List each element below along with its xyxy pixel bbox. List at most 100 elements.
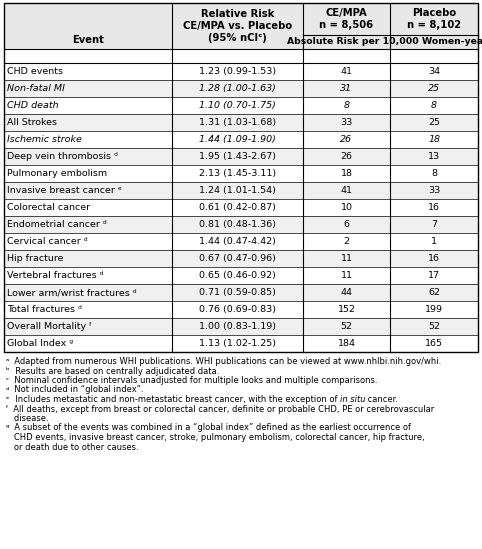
Text: CHD death: CHD death — [7, 101, 59, 110]
Text: Endometrial cancer ᵈ: Endometrial cancer ᵈ — [7, 220, 107, 229]
Text: 16: 16 — [428, 254, 440, 263]
Text: ᵈ: ᵈ — [6, 385, 9, 395]
Bar — [303, 3, 390, 35]
Text: 1: 1 — [431, 237, 437, 246]
Text: ᵉ: ᵉ — [6, 395, 10, 404]
Text: 8: 8 — [344, 101, 349, 110]
Text: 52: 52 — [340, 322, 352, 331]
Text: Overall Mortality ᶠ: Overall Mortality ᶠ — [7, 322, 92, 331]
Text: CHD events, invasive breast cancer, stroke, pulmonary embolism, colorectal cance: CHD events, invasive breast cancer, stro… — [6, 433, 425, 442]
Text: 16: 16 — [428, 203, 440, 212]
Text: 31: 31 — [340, 84, 352, 93]
Text: 1.44 (1.09-1.90): 1.44 (1.09-1.90) — [199, 135, 276, 144]
Text: 25: 25 — [428, 84, 440, 93]
Text: 152: 152 — [337, 305, 355, 314]
Text: Pulmonary embolism: Pulmonary embolism — [7, 169, 107, 178]
Bar — [4, 63, 478, 80]
Text: Total fractures ᵈ: Total fractures ᵈ — [7, 305, 82, 314]
Bar — [4, 284, 478, 301]
Text: Colorectal cancer: Colorectal cancer — [7, 203, 90, 212]
Text: cancer.: cancer. — [365, 395, 398, 404]
Bar — [4, 165, 478, 182]
Text: ᵍ: ᵍ — [6, 423, 9, 433]
Text: 26: 26 — [340, 135, 352, 144]
Text: 1.10 (0.70-1.75): 1.10 (0.70-1.75) — [199, 101, 276, 110]
Text: All Strokes: All Strokes — [7, 118, 57, 127]
Text: Vertebral fractures ᵈ: Vertebral fractures ᵈ — [7, 271, 104, 280]
Text: CE/MPA
n = 8,506: CE/MPA n = 8,506 — [320, 8, 374, 30]
Text: Non-fatal MI: Non-fatal MI — [7, 84, 65, 93]
Bar — [4, 148, 478, 165]
Text: 2: 2 — [344, 237, 349, 246]
Text: 1.13 (1.02-1.25): 1.13 (1.02-1.25) — [199, 339, 276, 348]
Text: 0.67 (0.47-0.96): 0.67 (0.47-0.96) — [199, 254, 276, 263]
Text: Placebo
n = 8,102: Placebo n = 8,102 — [407, 8, 461, 30]
Text: Event: Event — [72, 35, 104, 45]
Text: 6: 6 — [344, 220, 349, 229]
Text: Absolute Risk per 10,000 Women-years: Absolute Risk per 10,000 Women-years — [287, 37, 482, 47]
Text: 11: 11 — [340, 254, 352, 263]
Text: 7: 7 — [431, 220, 437, 229]
Text: Deep vein thrombosis ᵈ: Deep vein thrombosis ᵈ — [7, 152, 118, 161]
Text: Lower arm/wrist fractures ᵈ: Lower arm/wrist fractures ᵈ — [7, 288, 136, 297]
Text: 62: 62 — [428, 288, 440, 297]
Text: 0.61 (0.42-0.87): 0.61 (0.42-0.87) — [199, 203, 276, 212]
Text: Not included in “global index”.: Not included in “global index”. — [9, 385, 144, 395]
Bar — [4, 216, 478, 233]
Text: ᵃ: ᵃ — [6, 357, 9, 366]
Bar — [4, 335, 478, 352]
Text: 0.76 (0.69-0.83): 0.76 (0.69-0.83) — [199, 305, 276, 314]
Text: 52: 52 — [428, 322, 440, 331]
Text: 1.28 (1.00-1.63): 1.28 (1.00-1.63) — [199, 84, 276, 93]
Text: 26: 26 — [340, 152, 352, 161]
Text: 0.81 (0.48-1.36): 0.81 (0.48-1.36) — [199, 220, 276, 229]
Text: ᵇ: ᵇ — [6, 367, 10, 376]
Text: 18: 18 — [428, 135, 440, 144]
Text: 10: 10 — [340, 203, 352, 212]
Text: Includes metastatic and non-metastatic breast cancer, with the exception of: Includes metastatic and non-metastatic b… — [10, 395, 340, 404]
Text: 0.71 (0.59-0.85): 0.71 (0.59-0.85) — [199, 288, 276, 297]
Text: 1.24 (1.01-1.54): 1.24 (1.01-1.54) — [199, 186, 276, 195]
Text: Adapted from numerous WHI publications. WHI publications can be viewed at www.nh: Adapted from numerous WHI publications. … — [9, 357, 442, 366]
Text: 11: 11 — [340, 271, 352, 280]
Bar — [4, 3, 478, 352]
Bar — [4, 233, 478, 250]
Text: Global Index ᵍ: Global Index ᵍ — [7, 339, 73, 348]
Text: 1.31 (1.03-1.68): 1.31 (1.03-1.68) — [199, 118, 276, 127]
Bar — [4, 301, 478, 318]
Text: Cervical cancer ᵈ: Cervical cancer ᵈ — [7, 237, 88, 246]
Text: Ischemic stroke: Ischemic stroke — [7, 135, 82, 144]
Text: 1.95 (1.43-2.67): 1.95 (1.43-2.67) — [199, 152, 276, 161]
Text: All deaths, except from breast or colorectal cancer, definite or probable CHD, P: All deaths, except from breast or colore… — [9, 405, 435, 413]
Text: 184: 184 — [337, 339, 355, 348]
Text: 18: 18 — [340, 169, 352, 178]
Bar — [4, 131, 478, 148]
Text: A subset of the events was combined in a “global index” defined as the earliest : A subset of the events was combined in a… — [9, 423, 411, 433]
Text: Invasive breast cancer ᵉ: Invasive breast cancer ᵉ — [7, 186, 122, 195]
Text: 25: 25 — [428, 118, 440, 127]
Bar — [4, 318, 478, 335]
Bar — [4, 182, 478, 199]
Text: in situ: in situ — [340, 395, 365, 404]
Text: 8: 8 — [431, 169, 437, 178]
Text: Relative Risk
CE/MPA vs. Placebo
(95% nCIᶜ): Relative Risk CE/MPA vs. Placebo (95% nC… — [183, 9, 292, 43]
Text: 33: 33 — [428, 186, 440, 195]
Text: 165: 165 — [425, 339, 443, 348]
Text: or death due to other causes.: or death due to other causes. — [6, 442, 139, 451]
Text: disease.: disease. — [6, 414, 49, 423]
Text: CHD events: CHD events — [7, 67, 63, 76]
Text: 0.65 (0.46-0.92): 0.65 (0.46-0.92) — [199, 271, 276, 280]
Text: 1.44 (0.47-4.42): 1.44 (0.47-4.42) — [199, 237, 276, 246]
Bar — [390, 3, 478, 35]
Text: ᶜ: ᶜ — [6, 376, 9, 385]
Bar — [4, 3, 172, 49]
Bar — [4, 114, 478, 131]
Text: ᶠ: ᶠ — [6, 405, 9, 413]
Text: Results are based on centrally adjudicated data.: Results are based on centrally adjudicat… — [10, 367, 219, 376]
Text: Hip fracture: Hip fracture — [7, 254, 64, 263]
Text: Nominal confidence intervals unadjusted for multiple looks and multiple comparis: Nominal confidence intervals unadjusted … — [9, 376, 377, 385]
Text: 8: 8 — [431, 101, 437, 110]
Bar — [172, 3, 303, 49]
Bar — [4, 250, 478, 267]
Bar — [4, 267, 478, 284]
